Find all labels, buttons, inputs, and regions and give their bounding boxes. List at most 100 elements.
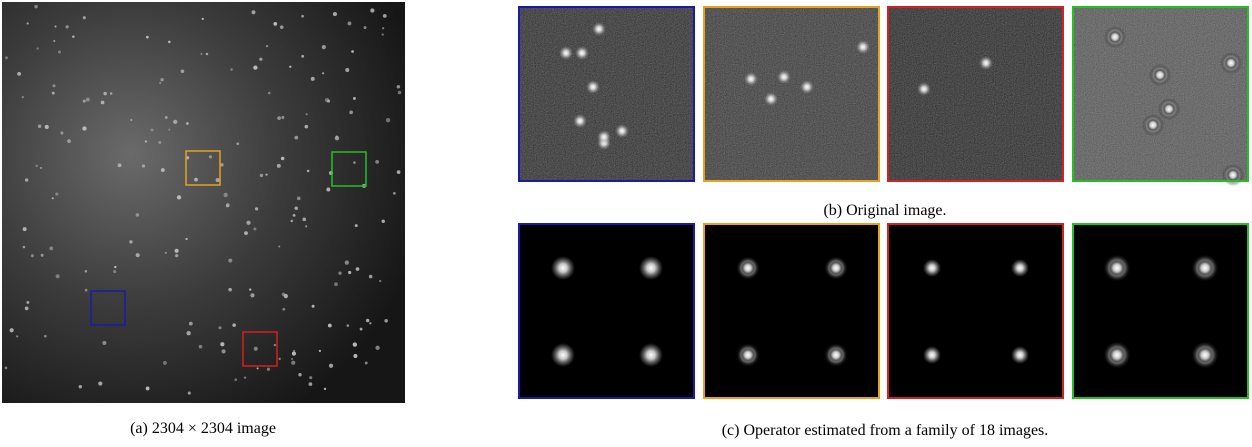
spot	[348, 271, 351, 274]
spot	[1142, 114, 1164, 136]
spot	[52, 92, 55, 95]
spot	[398, 91, 402, 95]
spot	[5, 367, 8, 370]
spot	[353, 342, 357, 346]
spot	[129, 240, 132, 243]
spot	[777, 70, 791, 84]
spot	[44, 335, 47, 338]
noise	[704, 7, 879, 181]
spot	[307, 170, 310, 173]
noise	[519, 7, 694, 181]
spot	[175, 254, 178, 257]
spot	[280, 25, 284, 29]
spot	[856, 40, 870, 54]
spot	[257, 367, 259, 369]
figure: (a) 2304 × 2304 image (b) Original image…	[0, 0, 1252, 447]
spot	[234, 378, 237, 381]
spot	[291, 358, 293, 360]
spot	[220, 163, 223, 166]
spot	[744, 72, 758, 86]
spot	[222, 349, 226, 353]
spot	[158, 141, 161, 144]
spot	[52, 197, 54, 199]
spot	[353, 97, 356, 100]
spot	[259, 58, 262, 61]
panel-operator	[519, 224, 694, 398]
spot	[305, 125, 308, 128]
spot	[52, 84, 55, 87]
spot	[168, 41, 171, 44]
spot	[79, 385, 82, 388]
spot	[101, 101, 105, 105]
spot	[161, 168, 165, 172]
spot	[375, 160, 379, 164]
spot	[55, 26, 57, 28]
psf	[551, 256, 575, 280]
spot	[356, 267, 360, 271]
spot	[103, 92, 106, 95]
spot	[85, 289, 88, 292]
spot	[297, 196, 301, 200]
spot	[311, 77, 315, 81]
spot	[289, 66, 291, 68]
spot	[151, 128, 154, 131]
spot	[34, 5, 37, 8]
psf	[639, 256, 663, 280]
spot	[220, 342, 224, 346]
spot	[66, 25, 69, 28]
spot	[322, 72, 324, 74]
spot	[146, 36, 149, 39]
noise	[888, 7, 1063, 181]
spot	[82, 126, 86, 130]
spot	[800, 80, 814, 94]
spot	[325, 98, 329, 102]
spot	[216, 178, 220, 182]
psf	[736, 343, 760, 367]
caption: (b) Original image.	[823, 202, 946, 219]
spot	[575, 46, 589, 60]
spot	[175, 249, 179, 253]
spot	[163, 361, 167, 365]
spot	[232, 323, 236, 327]
spot	[265, 174, 267, 176]
spot	[349, 111, 353, 115]
psf	[1103, 341, 1131, 369]
spot	[22, 96, 24, 98]
spot	[159, 82, 161, 84]
spot	[136, 253, 140, 257]
spot	[10, 328, 14, 332]
spot	[189, 322, 193, 326]
spot	[366, 319, 370, 323]
full-image	[2, 2, 405, 403]
spot	[253, 66, 257, 70]
spot	[615, 124, 629, 138]
spot	[246, 221, 250, 225]
spot	[375, 346, 379, 350]
spot	[322, 45, 326, 49]
spot	[282, 308, 285, 311]
spot	[353, 161, 356, 164]
spot	[160, 78, 163, 81]
spot	[56, 274, 60, 278]
spot	[202, 18, 204, 20]
spot	[45, 125, 49, 129]
spot	[360, 328, 363, 331]
spot	[273, 22, 277, 26]
spot	[298, 373, 301, 376]
spot	[98, 381, 102, 385]
spot	[113, 270, 116, 273]
spot	[309, 382, 313, 386]
spot	[328, 324, 332, 328]
spot	[338, 271, 341, 274]
spot	[67, 139, 71, 143]
spot	[370, 8, 374, 12]
spot	[290, 220, 293, 223]
spot	[353, 354, 357, 358]
spot	[295, 207, 298, 210]
spot	[185, 238, 187, 240]
spot	[250, 293, 254, 297]
spot	[267, 368, 270, 371]
spot	[36, 165, 38, 167]
spot	[302, 218, 306, 222]
spot	[348, 22, 352, 26]
